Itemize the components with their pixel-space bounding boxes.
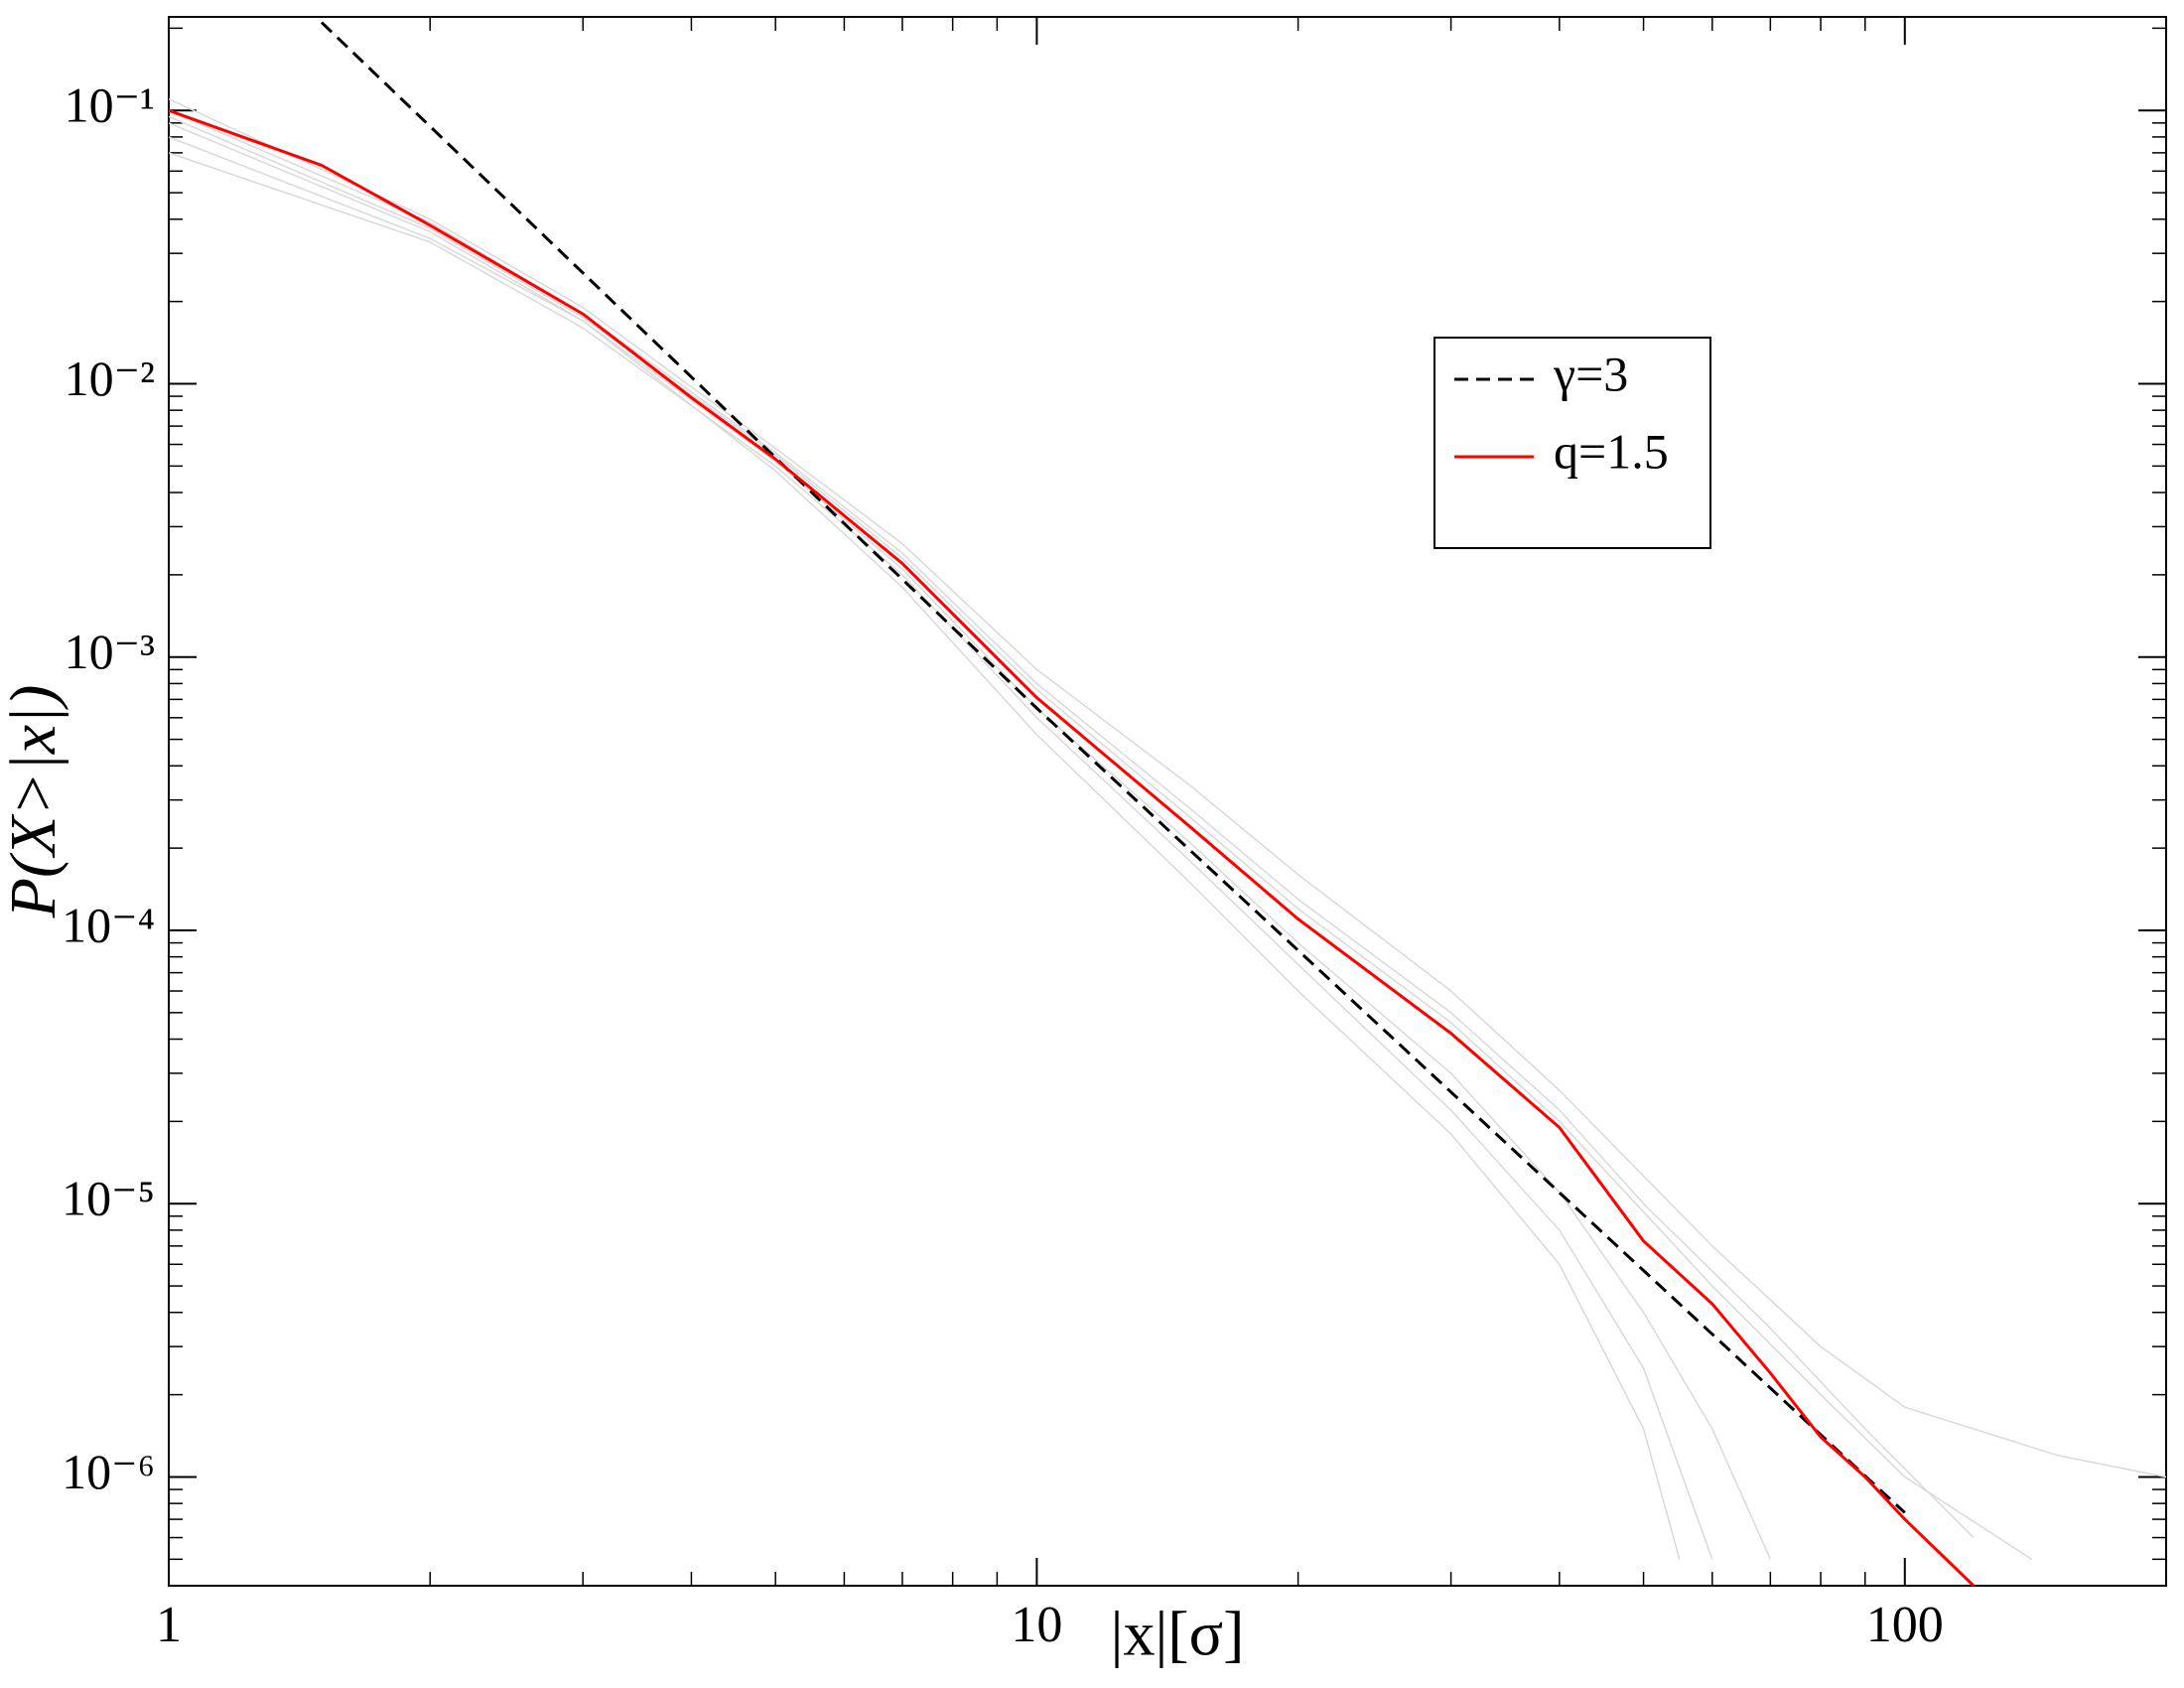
y-axis-label: P(X>|x|): [0, 685, 69, 919]
x-axis-label: |x|[σ]: [1111, 1599, 1245, 1669]
series-line: [320, 21, 1906, 1514]
y-tick-label: 10⁻³: [65, 624, 155, 679]
legend-label: q=1.5: [1554, 423, 1669, 479]
y-tick-label: 10⁻⁶: [62, 1444, 155, 1499]
plot-frame: [168, 16, 2167, 1587]
sample-line: [169, 136, 1772, 1560]
y-tick-label: 10⁻¹: [65, 77, 155, 133]
sample-line: [169, 122, 1681, 1560]
legend-label: γ=3: [1553, 346, 1628, 401]
sample-line: [169, 109, 1975, 1539]
y-tick-label: 10⁻⁵: [62, 1171, 155, 1226]
x-tick-label: 100: [1866, 1597, 1944, 1653]
x-tick-label: 1: [156, 1597, 182, 1653]
series-line: [169, 108, 1976, 1586]
y-tick-label: 10⁻²: [65, 351, 155, 406]
sample-line: [169, 115, 2032, 1560]
y-tick-label: 10⁻⁴: [62, 897, 155, 952]
sample-line: [169, 98, 2166, 1478]
legend-box: [1433, 337, 1711, 549]
x-tick-label: 10: [1011, 1597, 1062, 1653]
sample-line: [169, 152, 1713, 1560]
